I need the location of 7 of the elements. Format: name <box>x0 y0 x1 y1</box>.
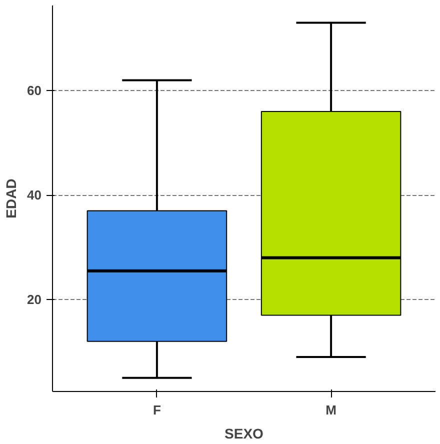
x-tick-label: F <box>152 402 161 418</box>
y-tick-label: 20 <box>27 292 42 308</box>
x-axis-title: SEXO <box>224 426 264 442</box>
y-tick-label: 40 <box>27 188 42 203</box>
y-axis-title: EDAD <box>3 178 20 218</box>
x-tick-label: M <box>326 402 336 418</box>
y-tick-label: 60 <box>27 83 42 98</box>
